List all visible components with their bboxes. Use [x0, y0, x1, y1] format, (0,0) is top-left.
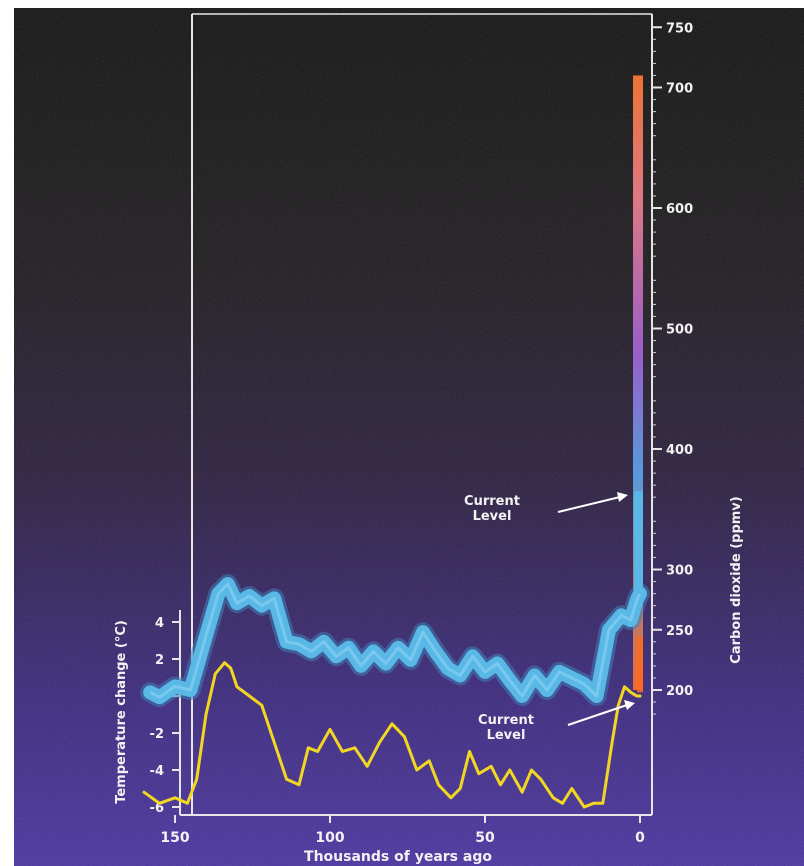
x-tick-label-150: 150: [160, 830, 189, 846]
co2-current-arrow: [557, 496, 621, 513]
co2-series-highlight: [149, 582, 642, 699]
co2-current-arrowhead: [617, 492, 628, 502]
temp-current-arrow: [567, 704, 628, 726]
temp-current-annotation: Current Level: [478, 700, 635, 743]
x-tick-label-50: 50: [475, 830, 495, 846]
temp-current-label-line2: Level: [487, 728, 526, 743]
y2-axis-title: Carbon dioxide (ppmv): [729, 496, 744, 663]
y2-tick-label-300: 300: [666, 564, 693, 579]
y-tick-label--6: -6: [150, 801, 164, 816]
temperature-series-line: [142, 661, 642, 809]
y2-tick-label-400: 400: [666, 443, 693, 458]
co2-axis-ticks: 750 700 600 500 400 300 250 200: [652, 21, 693, 715]
y-tick-label--2: -2: [150, 727, 164, 742]
x-tick-label-100: 100: [315, 830, 344, 846]
co2-recent-rise: [634, 491, 643, 594]
y-axis-title: Temperature change (°C): [114, 620, 129, 804]
series-layer: [140, 75, 650, 809]
x-tick-label-0: 0: [635, 830, 645, 846]
y2-tick-label-200: 200: [666, 684, 693, 699]
temp-current-label-line1: Current: [478, 713, 534, 728]
x-axis-title: Thousands of years ago: [304, 849, 492, 865]
y2-tick-label-600: 600: [666, 202, 693, 217]
y-tick-label--4: -4: [150, 764, 164, 779]
y2-tick-label-250: 250: [666, 624, 693, 639]
y2-tick-label-700: 700: [666, 82, 693, 97]
temperature-projection-mark: [637, 636, 643, 693]
y-tick-label-4: 4: [155, 616, 164, 631]
co2-projection-bar: [633, 75, 643, 690]
x-axis-ticks: 150 100 50 0: [160, 815, 645, 846]
co2-current-label-line1: Current: [464, 494, 520, 509]
y-tick-label-2: 2: [155, 653, 164, 668]
y2-tick-label-750: 750: [666, 21, 693, 36]
co2-current-label-line2: Level: [473, 509, 512, 524]
co2-current-annotation: Current Level: [464, 492, 628, 524]
y2-tick-label-500: 500: [666, 323, 693, 338]
grain-overlay: [14, 8, 804, 866]
temp-current-arrowhead: [624, 700, 635, 710]
